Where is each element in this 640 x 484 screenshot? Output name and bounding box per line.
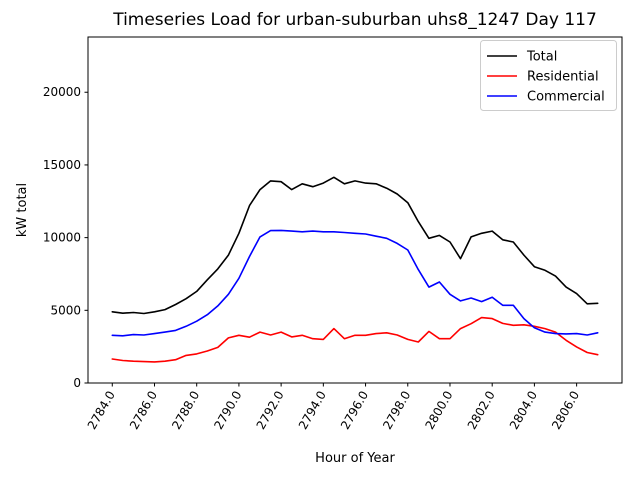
y-tick-label: 15000 — [43, 158, 81, 172]
axis-ticks: 2784.0 2786.0 2788.0 2790.0 2792.0 2794.0 2796… — [43, 85, 582, 432]
x-tick-label: 2794.0 — [296, 389, 329, 432]
legend-label-residential: Residential — [527, 70, 599, 85]
x-tick-label: 2806.0 — [549, 389, 582, 432]
series-line-residential — [111, 316, 599, 363]
y-tick-label: 10000 — [43, 231, 81, 245]
y-tick-label: 20000 — [43, 85, 81, 99]
x-tick-label: 2804.0 — [507, 389, 540, 432]
y-tick-label: 5000 — [50, 303, 81, 317]
legend-entry-commercial: Commercial — [487, 90, 605, 105]
x-tick-label: 2788.0 — [169, 389, 202, 432]
legend: Total Residential Commercial — [480, 40, 617, 111]
y-axis-label: kW total — [15, 183, 30, 237]
legend-box — [480, 40, 617, 111]
legend-label-total: Total — [526, 50, 557, 65]
x-tick-label: 2802.0 — [465, 389, 498, 432]
x-tick-label: 2784.0 — [85, 389, 118, 432]
legend-entry-total: Total — [487, 50, 557, 65]
legend-label-commercial: Commercial — [527, 90, 605, 105]
x-tick-label: 2800.0 — [422, 389, 455, 432]
series-line-commercial — [111, 229, 599, 337]
chart-title: Timeseries Load for urban-suburban uhs8_… — [112, 10, 597, 30]
x-tick-label: 2796.0 — [338, 389, 371, 432]
y-tick-label: 0 — [73, 376, 81, 390]
data-series — [111, 176, 599, 363]
legend-entry-residential: Residential — [487, 70, 599, 85]
x-tick-label: 2798.0 — [380, 389, 413, 432]
x-axis-label: Hour of Year — [315, 451, 395, 466]
x-tick-label: 2786.0 — [127, 389, 160, 432]
x-tick-label: 2792.0 — [254, 389, 287, 432]
plot-area-frame — [87, 36, 623, 384]
x-tick-label: 2790.0 — [211, 389, 244, 432]
series-line-total — [111, 176, 599, 315]
